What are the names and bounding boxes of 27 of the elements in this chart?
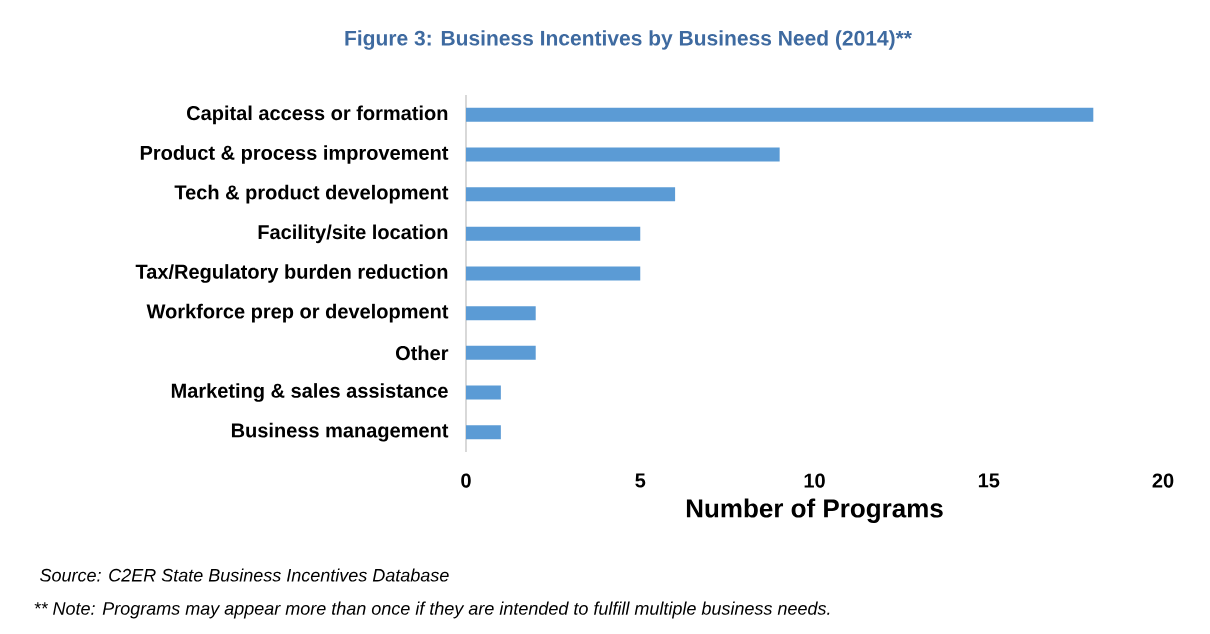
y-tick-label: Workforce prep or development bbox=[146, 303, 449, 323]
x-tick-label: 5 bbox=[635, 473, 646, 488]
y-tick-label: Tech & product development bbox=[174, 184, 449, 204]
bar bbox=[466, 266, 641, 281]
source-note: Source: C2ER State Business Incentives Database bbox=[40, 568, 449, 582]
y-tick-label: Capital access or formation bbox=[187, 105, 448, 125]
bar bbox=[466, 107, 1094, 122]
bar bbox=[466, 187, 676, 202]
bar bbox=[466, 425, 501, 440]
y-tick-label: Facility/site location bbox=[258, 224, 448, 244]
y-tick-label: Product & process improvement bbox=[140, 145, 449, 164]
bar bbox=[466, 306, 536, 321]
x-tick-label: 10 bbox=[804, 473, 825, 488]
x-axis-title: Number of Programs bbox=[686, 498, 943, 523]
chart-title: Figure 3: Business Incentives by Business Need (2014)** bbox=[345, 30, 912, 50]
bar bbox=[466, 345, 536, 360]
text: ** Note: Programs may appear more than once if they are intended to fulfill multiple business needs. bbox=[34, 601, 830, 619]
y-tick-label: Marketing & sales assistance bbox=[171, 383, 448, 402]
bar bbox=[466, 147, 780, 162]
y-tick-label: Tax/Regulatory burden reduction bbox=[135, 264, 448, 283]
x-tick-label: 0 bbox=[461, 473, 471, 488]
bar bbox=[466, 226, 641, 241]
y-tick-label: Business management bbox=[231, 422, 449, 442]
y-tick-label: Other bbox=[395, 345, 449, 361]
x-tick-label: 15 bbox=[978, 473, 1000, 488]
bar bbox=[466, 385, 501, 400]
x-tick-label: 20 bbox=[1152, 473, 1174, 488]
